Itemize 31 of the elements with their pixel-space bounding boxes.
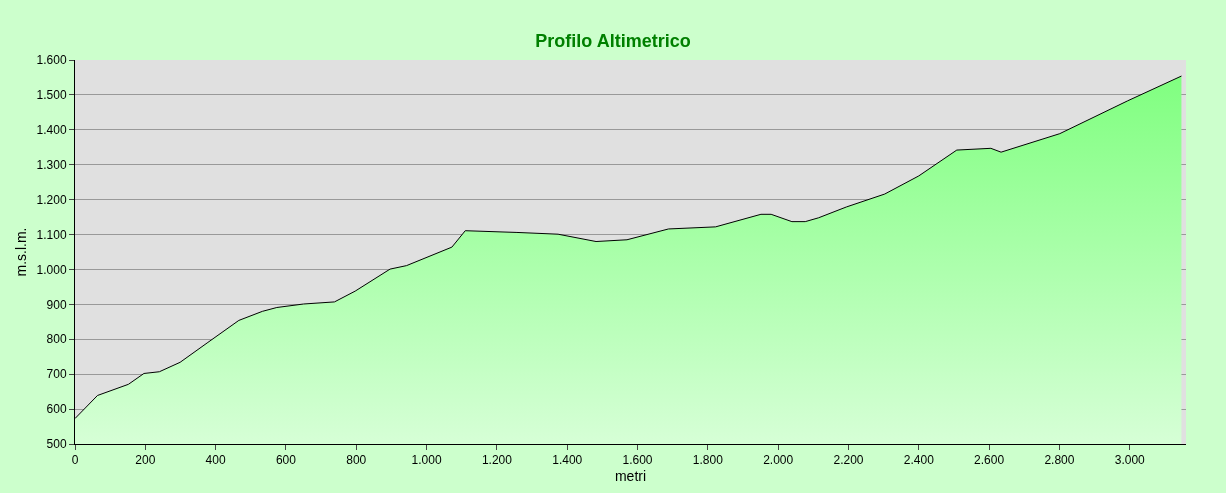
x-tick-label: 1.200 xyxy=(481,453,513,468)
x-tick-label: 1.800 xyxy=(692,453,724,468)
y-tick-label: 1.200 xyxy=(36,192,67,207)
x-tick-label: 600 xyxy=(275,453,297,468)
x-tick-label: 400 xyxy=(205,453,226,468)
y-tick-label: 1.400 xyxy=(36,123,67,138)
x-tick-label: 2.000 xyxy=(763,453,794,468)
y-tick-label: 800 xyxy=(46,332,67,347)
x-tick-label: 1.600 xyxy=(622,453,653,468)
y-tick-label: 1.500 xyxy=(36,88,67,103)
x-tick-label: 0 xyxy=(71,453,79,468)
x-tick-label: 2.600 xyxy=(974,453,1005,468)
x-tick-label: 1.000 xyxy=(411,453,442,468)
y-tick-label: 500 xyxy=(46,437,67,452)
x-tick-label: 3.000 xyxy=(1114,453,1146,468)
y-tick-label: 700 xyxy=(46,367,67,382)
y-axis-title: m.s.l.m. xyxy=(13,227,30,277)
chart-title: Profilo Altimetrico xyxy=(535,31,691,52)
x-tick-label: 2.400 xyxy=(903,453,935,468)
y-tick-label: 1.000 xyxy=(36,262,67,277)
y-tick-label: 600 xyxy=(46,402,67,417)
x-tick-label: 1.400 xyxy=(552,453,583,468)
x-tick-label: 2.800 xyxy=(1044,453,1075,468)
y-tick-label: 1.600 xyxy=(36,53,67,68)
y-tick-label: 1.300 xyxy=(36,157,67,172)
x-tick-label: 2.200 xyxy=(833,453,864,468)
x-tick-label: 800 xyxy=(346,453,367,468)
y-tick-label: 1.100 xyxy=(36,227,67,242)
x-axis-title: metri xyxy=(614,467,647,484)
y-tick-label: 900 xyxy=(46,297,67,312)
x-tick-label: 200 xyxy=(135,453,156,468)
